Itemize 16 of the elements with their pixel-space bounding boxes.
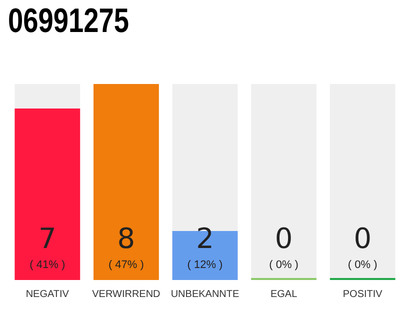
x-tick-label: VERWIRREND xyxy=(92,288,160,300)
x-tick-label: NEGATIV xyxy=(26,288,70,300)
x-tick-label: EGAL xyxy=(270,288,298,300)
x-tick-label: POSITIV xyxy=(342,288,383,300)
annotation: ( 47% ) xyxy=(108,259,144,271)
data-label: 2 xyxy=(196,222,214,255)
data-label: 7 xyxy=(38,222,56,255)
x-tick-label: UNBEKANNTE xyxy=(170,288,240,300)
data-label: 0 xyxy=(274,222,293,255)
annotation: ( 0% ) xyxy=(269,259,298,271)
data-label: 8 xyxy=(117,222,136,255)
data-label: 0 xyxy=(354,222,372,255)
chart-title: 06991275 xyxy=(8,2,130,42)
annotation: ( 41% ) xyxy=(30,259,66,271)
annotation: ( 12% ) xyxy=(187,259,223,271)
annotation: ( 0% ) xyxy=(348,259,378,271)
